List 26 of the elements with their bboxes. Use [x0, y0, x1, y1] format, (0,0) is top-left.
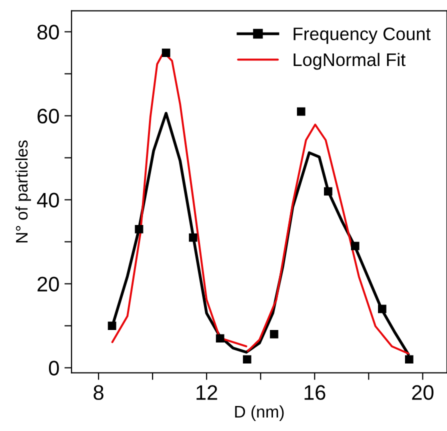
point	[296, 107, 306, 116]
point	[108, 322, 116, 330]
point	[216, 334, 224, 343]
point	[188, 233, 198, 242]
x-tick-label: 12	[196, 385, 218, 400]
point	[405, 355, 414, 364]
x-axis-title: D (nm)	[235, 405, 284, 421]
point	[162, 48, 170, 57]
point	[378, 304, 386, 314]
y-tick-label: 60	[38, 108, 59, 124]
point	[324, 187, 332, 196]
point	[350, 242, 360, 250]
line-series	[246, 124, 410, 354]
point	[270, 330, 278, 338]
x-tick-label: 20	[412, 385, 434, 400]
y-tick-label: 0	[48, 360, 59, 376]
y-axis-title: N° of particles	[15, 140, 31, 242]
x-tick-label: 16	[304, 385, 326, 400]
y-tick-label: 20	[38, 276, 59, 292]
legend-label: Frequency Count	[294, 28, 431, 44]
y-tick-label: 80	[37, 24, 59, 40]
legend-label: LogNormal Fit	[294, 52, 406, 70]
point	[242, 355, 252, 364]
y-tick-label: 40	[37, 192, 59, 208]
point	[134, 225, 144, 234]
x-tick-label: 8	[94, 385, 104, 400]
